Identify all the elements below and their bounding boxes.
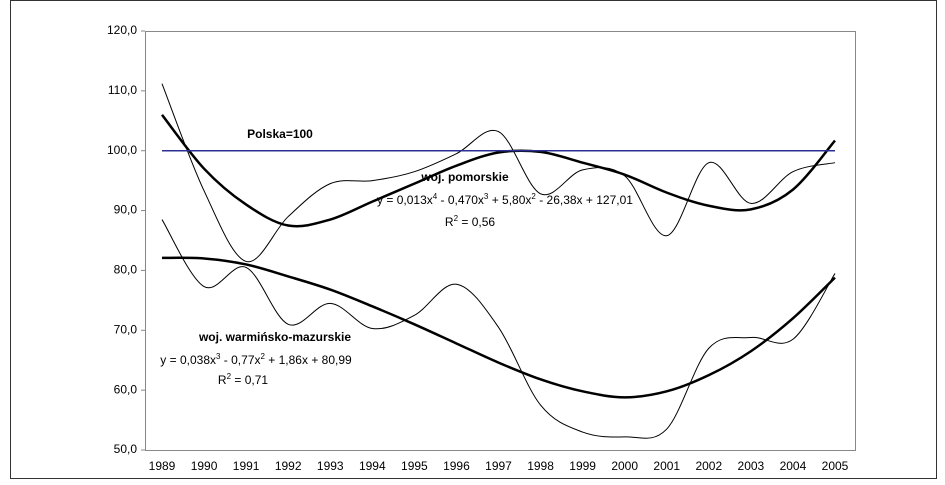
- x-tick-label: 2003: [738, 459, 765, 473]
- annotation-part: = 0,71: [231, 373, 268, 387]
- annotation: woj. warmińsko-mazurskie: [198, 330, 351, 344]
- x-tick-label: 1989: [149, 459, 176, 473]
- annotation-part: y = 0,038x: [160, 353, 216, 367]
- y-tick-label: 90,0: [114, 203, 138, 217]
- x-tick-label: 2005: [822, 459, 849, 473]
- x-tick-label: 1999: [569, 459, 596, 473]
- x-tick-label: 1994: [359, 459, 386, 473]
- y-tick-label: 80,0: [114, 263, 138, 277]
- annotation: y = 0,038x3 - 0,77x2 + 1,86x + 80,99: [160, 352, 352, 368]
- annotation-part: + 1,86x + 80,99: [265, 353, 352, 367]
- y-tick-label: 100,0: [107, 143, 137, 157]
- line: [161, 256, 836, 399]
- x-tick-label: 1993: [317, 459, 344, 473]
- line: [161, 219, 836, 439]
- x-tick-label: 1996: [443, 459, 470, 473]
- x-tick-label: 2004: [780, 459, 807, 473]
- y-tick-label: 70,0: [114, 322, 138, 336]
- x-tick-label: 2002: [695, 459, 722, 473]
- annotation: R2 = 0,71: [218, 372, 268, 388]
- y-tick-label: 50,0: [114, 442, 138, 456]
- annotation-part: R: [218, 373, 227, 387]
- annotation-part: - 26,38x + 127,01: [536, 193, 633, 207]
- line: [161, 114, 836, 228]
- frame: [10, 0, 937, 479]
- plot-area: [145, 31, 856, 451]
- annotation-part: + 5,80x: [488, 193, 531, 207]
- y-tick-label: 60,0: [114, 382, 138, 396]
- superscript: 2: [531, 192, 536, 201]
- superscript: 2: [454, 214, 459, 223]
- superscript: 2: [261, 352, 266, 361]
- annotation: woj. pomorskie: [420, 170, 509, 184]
- annotation-part: y = 0,013x: [377, 193, 433, 207]
- annotation: y = 0,013x4 - 0,470x3 + 5,80x2 - 26,38x …: [377, 192, 633, 208]
- line: [161, 83, 836, 262]
- x-tick-label: 1997: [485, 459, 512, 473]
- annotation-part: R: [445, 215, 454, 229]
- x-tick-label: 1992: [275, 459, 302, 473]
- superscript: 4: [433, 192, 438, 201]
- x-tick-label: 1995: [401, 459, 428, 473]
- annotation-part: = 0,56: [458, 215, 495, 229]
- x-tick-label: 1998: [527, 459, 554, 473]
- x-tick-label: 2001: [653, 459, 680, 473]
- annotation: R2 = 0,56: [445, 214, 495, 230]
- annotation-part: - 0,470x: [437, 193, 484, 207]
- y-tick-label: 110,0: [108, 83, 137, 97]
- superscript: 3: [216, 352, 221, 361]
- annotation-part: - 0,77x: [220, 353, 260, 367]
- superscript: 2: [227, 372, 232, 381]
- y-tick-label: 120,0: [107, 23, 137, 37]
- superscript: 3: [484, 192, 489, 201]
- annotation: Polska=100: [247, 127, 313, 141]
- x-tick-label: 1990: [191, 459, 218, 473]
- x-tick-label: 2000: [611, 459, 638, 473]
- x-tick-label: 1991: [233, 459, 260, 473]
